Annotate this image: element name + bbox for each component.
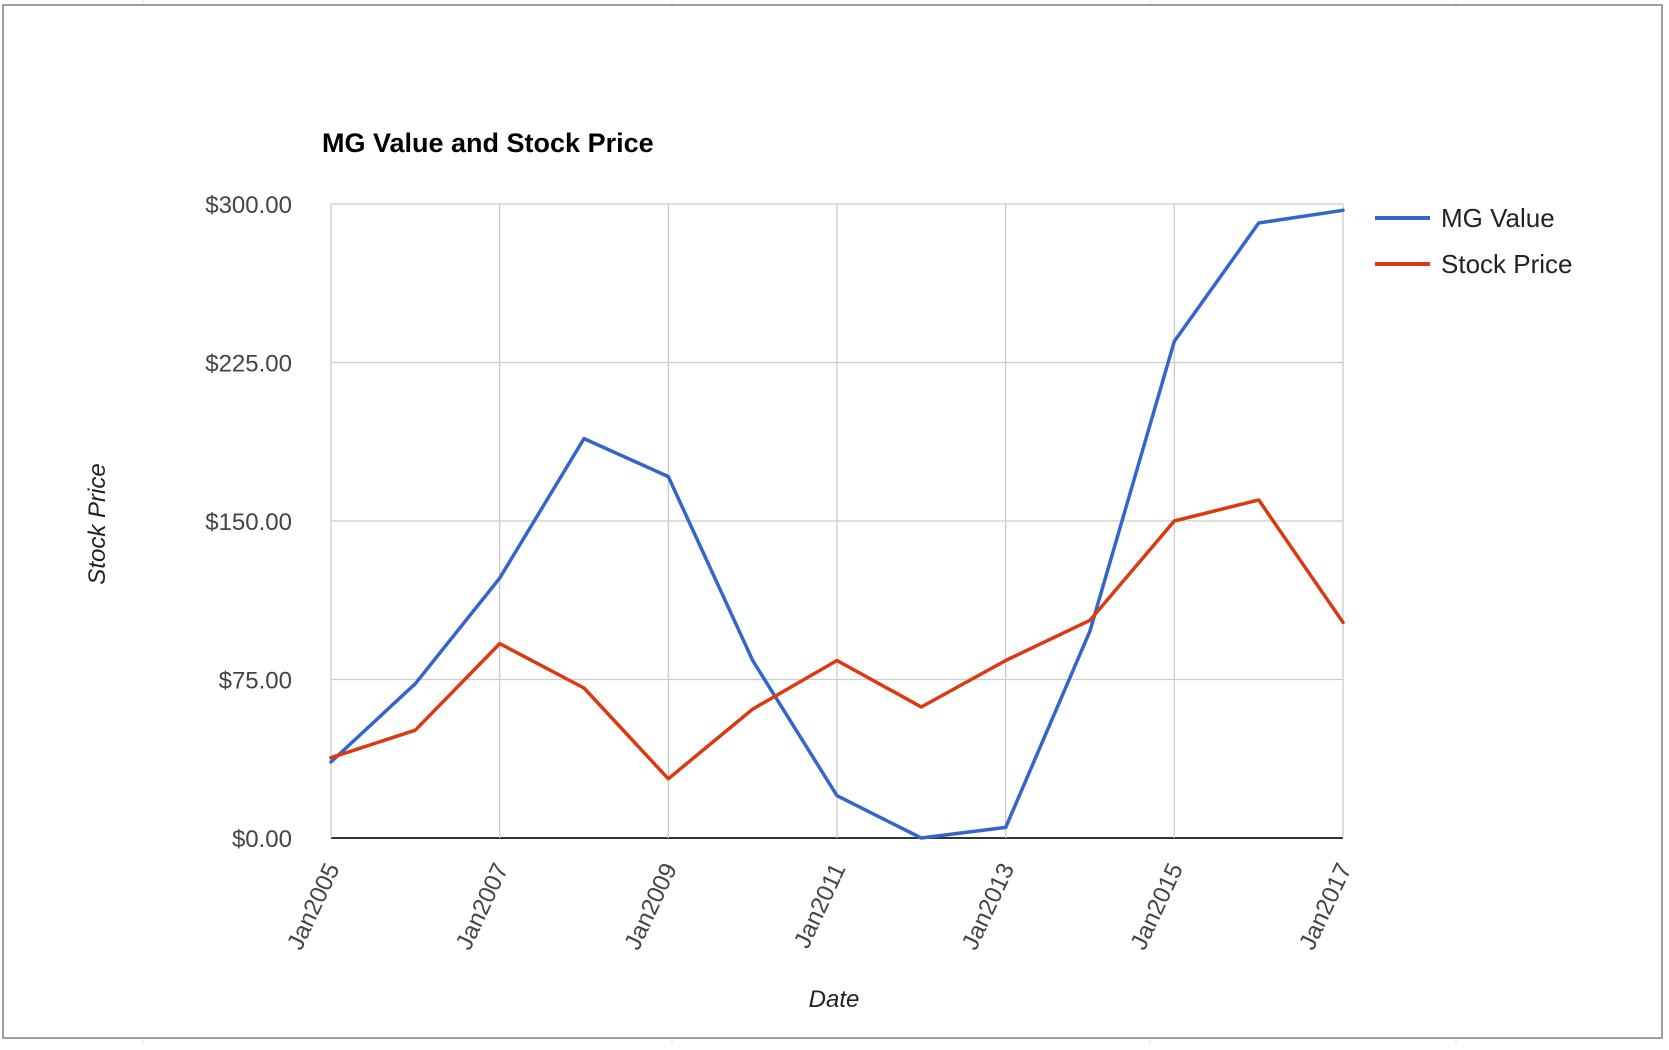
y-axis-label: Stock Price bbox=[84, 463, 111, 584]
y-tick-label: $300.00 bbox=[205, 192, 292, 219]
y-axis-ticks: $0.00 $75.00 $150.00 $225.00 $300.00 bbox=[205, 192, 292, 853]
y-tick-label: $225.00 bbox=[205, 351, 292, 378]
y-tick-label: $75.00 bbox=[219, 668, 292, 695]
series-line-stock-price[interactable] bbox=[329, 498, 1345, 781]
chart-title: MG Value and Stock Price bbox=[322, 128, 654, 158]
y-tick-label: $0.00 bbox=[232, 826, 292, 853]
legend-label: MG Value bbox=[1441, 203, 1555, 233]
legend[interactable]: MG Value Stock Price bbox=[1375, 203, 1573, 279]
y-tick-label: $150.00 bbox=[205, 509, 292, 536]
x-axis-label: Date bbox=[809, 986, 860, 1013]
series-lines bbox=[329, 208, 1345, 840]
series-line-mg-value[interactable] bbox=[329, 208, 1345, 840]
legend-label: Stock Price bbox=[1441, 249, 1573, 279]
